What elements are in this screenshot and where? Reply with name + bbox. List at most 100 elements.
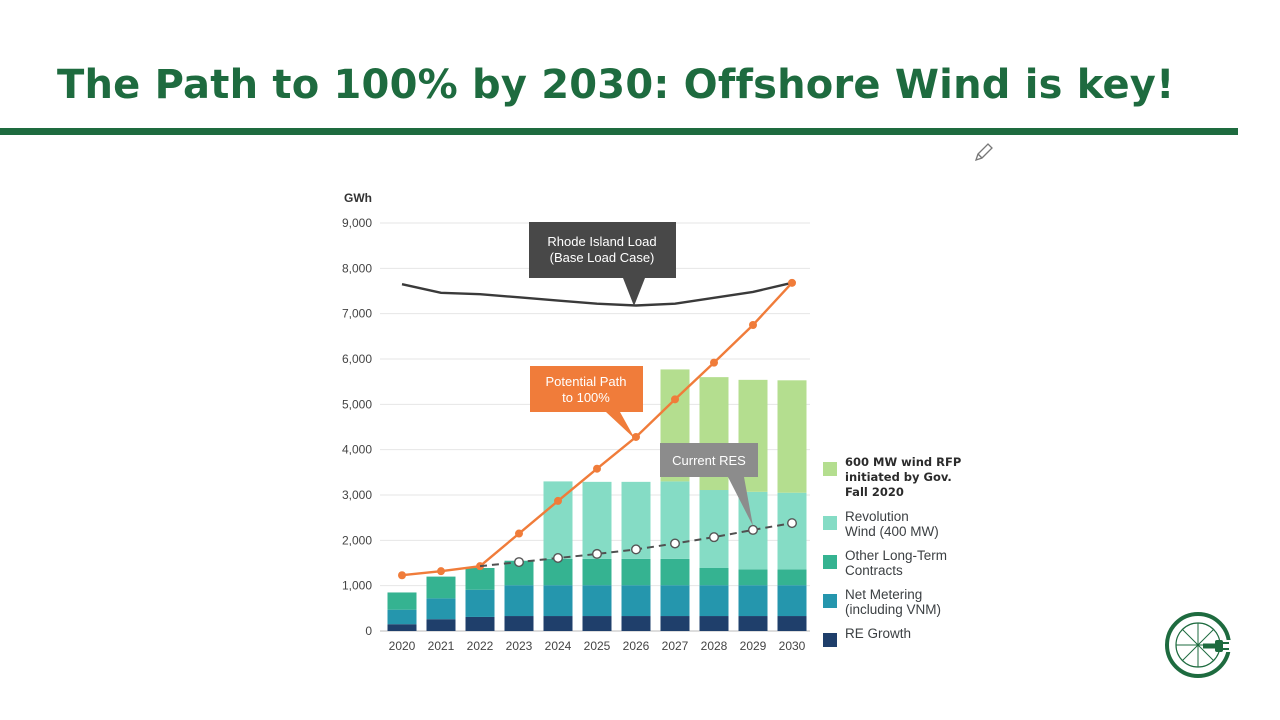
x-tick-label: 2023 — [506, 639, 533, 653]
y-tick-label: 4,000 — [342, 443, 372, 457]
bar-segment — [426, 598, 456, 620]
slide-title: The Path to 100% by 2030: Offshore Wind … — [57, 62, 1175, 108]
legend-label: Other Long-Term Contracts — [845, 548, 948, 578]
y-tick-label: 9,000 — [342, 216, 372, 230]
callout-path-text: to 100% — [562, 390, 610, 405]
series-line — [401, 281, 793, 307]
x-tick-label: 2020 — [389, 639, 416, 653]
bar-segment — [621, 558, 651, 586]
y-axis-label: GWh — [344, 191, 372, 205]
bar-segment — [777, 492, 807, 570]
bar-segment — [504, 585, 534, 617]
legend-swatch — [823, 462, 837, 476]
data-point — [513, 557, 524, 568]
bar-segment — [660, 616, 690, 631]
data-point — [592, 548, 603, 559]
x-tick-label: 2030 — [779, 639, 806, 653]
legend-label: 600 MW wind RFP initiated by Gov. Fall 2… — [845, 455, 962, 499]
legend-swatch — [823, 516, 837, 530]
chart: GWh 0 1,000 2,000 3,000 4,000 5,000 6,000 7,000 8… — [342, 191, 810, 653]
bar-segment — [387, 624, 417, 631]
data-point — [710, 358, 718, 367]
bar-segment — [543, 585, 573, 617]
callout-load-box — [529, 222, 676, 306]
legend-item: Other Long-Term Contracts — [823, 548, 973, 578]
bar-segment — [699, 616, 729, 631]
data-point — [631, 544, 642, 555]
data-point — [398, 571, 406, 580]
callout-load-text: (Base Load Case) — [550, 250, 655, 265]
x-tick-label: 2024 — [545, 639, 572, 653]
y-tick-label: 1,000 — [342, 579, 372, 593]
bar-segment — [660, 585, 690, 617]
bar-segment — [465, 589, 495, 617]
bar-segment — [621, 616, 651, 631]
bar-segment — [504, 616, 534, 631]
bar-segment — [738, 585, 768, 617]
x-tick-label: 2026 — [623, 639, 650, 653]
data-point — [670, 538, 681, 549]
bar-segment — [387, 592, 417, 610]
data-point — [788, 278, 796, 287]
x-tick-label: 2029 — [740, 639, 767, 653]
bar-segment — [777, 616, 807, 631]
legend-item: 600 MW wind RFP initiated by Gov. Fall 2… — [823, 455, 973, 500]
data-point — [671, 395, 679, 404]
y-tick-label: 6,000 — [342, 352, 372, 366]
data-point — [748, 524, 759, 535]
bar-segment — [738, 616, 768, 631]
bar-segment — [465, 567, 495, 590]
legend-item: Revolution Wind (400 MW) — [823, 509, 973, 539]
callout-load-text: Rhode Island Load — [547, 234, 656, 249]
y-tick-label: 3,000 — [342, 488, 372, 502]
bar-segment — [699, 490, 729, 568]
data-point — [787, 518, 798, 529]
bar-segment — [621, 585, 651, 617]
bar-segment — [426, 576, 456, 599]
bar-segment — [387, 609, 417, 625]
data-point — [515, 529, 523, 538]
legend-swatch — [823, 633, 837, 647]
callout-res-text: Current RES — [672, 453, 746, 468]
bar-segment — [777, 380, 807, 493]
green-g-plug-logo — [1165, 612, 1233, 678]
legend-swatch — [823, 555, 837, 569]
x-tick-label: 2021 — [428, 639, 455, 653]
data-point — [593, 464, 601, 473]
bar-segment — [543, 616, 573, 631]
legend-label: Revolution Wind (400 MW) — [845, 509, 939, 539]
bar-segment — [699, 567, 729, 586]
title-rule — [0, 128, 1238, 135]
data-point — [554, 496, 562, 505]
callout-path-text: Potential Path — [546, 374, 627, 389]
chart-legend: 600 MW wind RFP initiated by Gov. Fall 2… — [823, 455, 973, 650]
bar-segment — [465, 616, 495, 631]
bar-segment — [582, 616, 612, 631]
y-tick-label: 2,000 — [342, 533, 372, 547]
data-point — [749, 321, 757, 329]
bar-segment — [543, 558, 573, 586]
bar-segment — [582, 481, 612, 559]
legend-label: Net Metering (including VNM) — [845, 587, 942, 617]
legend-swatch — [823, 594, 837, 608]
bar-segment — [777, 569, 807, 586]
data-point — [709, 532, 720, 543]
y-tick-label: 5,000 — [342, 397, 372, 411]
bar-segment — [699, 585, 729, 617]
bar-segment — [582, 558, 612, 586]
data-point — [552, 553, 563, 564]
legend-label: RE Growth — [845, 626, 912, 641]
pencil-icon[interactable] — [972, 142, 994, 164]
x-tick-label: 2025 — [584, 639, 611, 653]
y-tick-label: 7,000 — [342, 307, 372, 321]
data-point — [632, 432, 640, 441]
callout-res-box — [660, 443, 758, 526]
y-tick-label: 0 — [365, 624, 372, 638]
bar-segment — [777, 585, 807, 617]
bar-segment — [582, 585, 612, 617]
bar-segment — [660, 558, 690, 586]
data-point — [437, 567, 445, 576]
callout-path-box — [530, 366, 643, 439]
x-tick-label: 2027 — [662, 639, 689, 653]
bar-segment — [426, 619, 456, 631]
